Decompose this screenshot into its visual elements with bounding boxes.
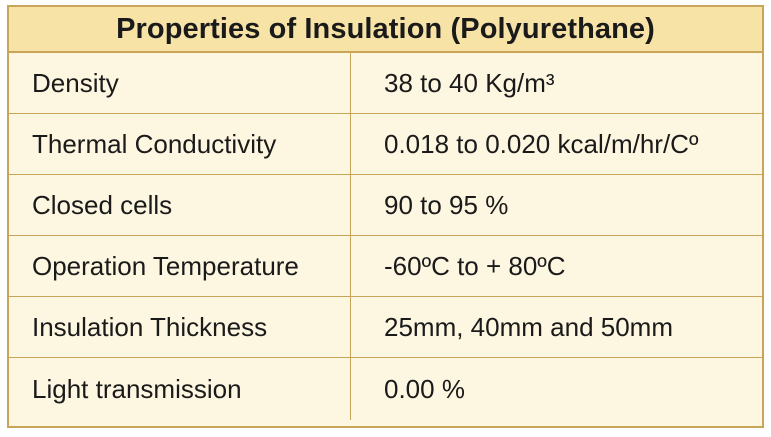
table-row-thermal-conductivity: Thermal Conductivity 0.018 to 0.020 kcal… [9, 114, 762, 175]
table-row-operation-temperature: Operation Temperature -60ºC to + 80ºC [9, 236, 762, 297]
property-value: 0.00 % [384, 373, 465, 404]
property-value: -60ºC to + 80ºC [384, 250, 566, 281]
property-label: Thermal Conductivity [9, 114, 351, 174]
property-value: 0.018 to 0.020 kcal/m/hr/Cº [384, 128, 699, 159]
properties-table: Properties of Insulation (Polyurethane) … [7, 5, 764, 428]
property-label: Closed cells [9, 175, 351, 235]
property-label: Insulation Thickness [9, 297, 351, 357]
table-row-density: Density 38 to 40 Kg/m³ [9, 53, 762, 114]
table-row-closed-cells: Closed cells 90 to 95 % [9, 175, 762, 236]
property-label: Operation Temperature [9, 236, 351, 296]
table-body: Density 38 to 40 Kg/m³ Thermal Conductiv… [9, 53, 762, 420]
property-value: 38 to 40 Kg/m³ [384, 67, 555, 98]
property-label: Density [9, 53, 351, 113]
table-row-insulation-thickness: Insulation Thickness 25mm, 40mm and 50mm [9, 297, 762, 358]
property-label: Light transmission [9, 358, 351, 420]
table-title: Properties of Insulation (Polyurethane) [9, 7, 762, 53]
property-value: 90 to 95 % [384, 189, 509, 220]
property-value: 25mm, 40mm and 50mm [384, 311, 673, 342]
table-row-light-transmission: Light transmission 0.00 % [9, 358, 762, 420]
